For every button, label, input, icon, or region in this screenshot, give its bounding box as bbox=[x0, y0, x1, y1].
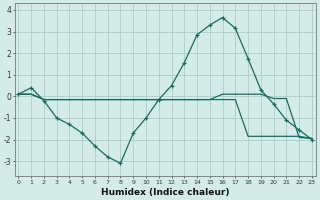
X-axis label: Humidex (Indice chaleur): Humidex (Indice chaleur) bbox=[101, 188, 229, 197]
